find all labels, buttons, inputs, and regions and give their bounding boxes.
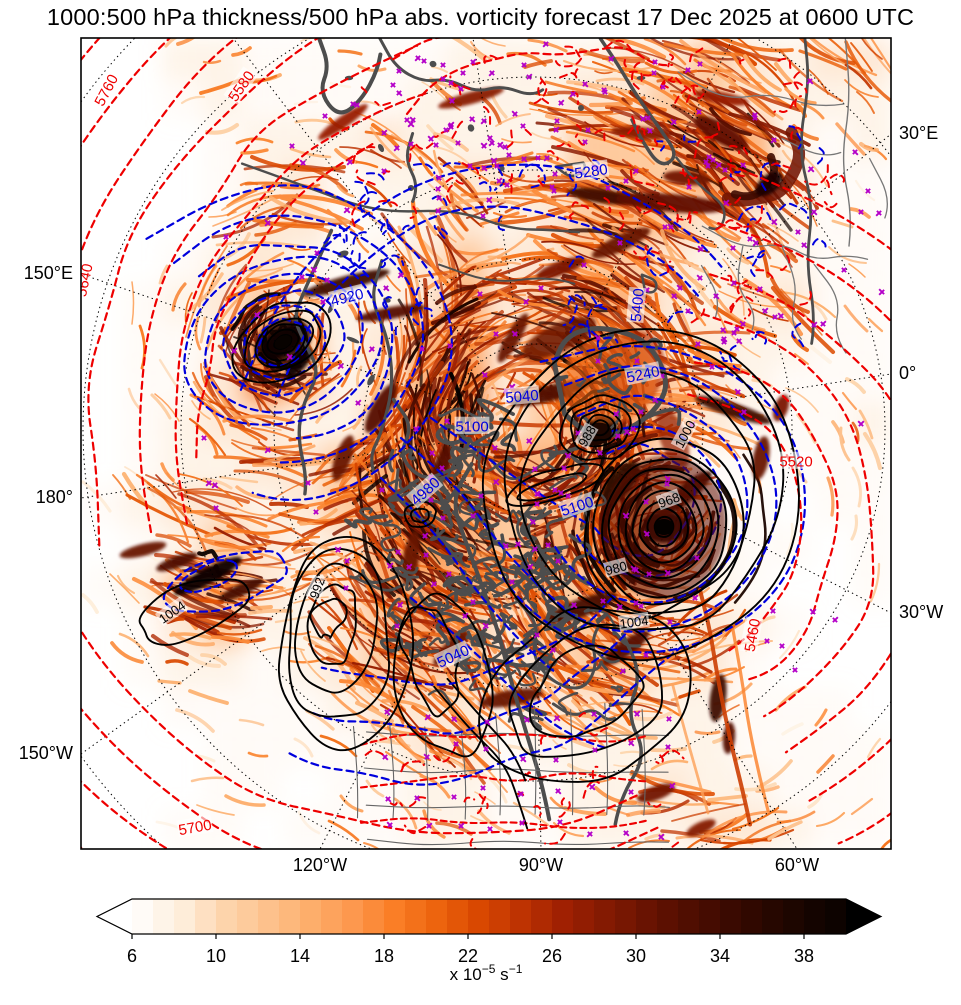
svg-text:34: 34	[710, 946, 730, 966]
svg-text:x 10−5 s−1: x 10−5 s−1	[450, 962, 523, 984]
svg-text:6: 6	[127, 946, 137, 966]
svg-text:14: 14	[290, 946, 310, 966]
svg-text:38: 38	[794, 946, 814, 966]
svg-text:5520: 5520	[779, 453, 812, 470]
svg-text:5700: 5700	[177, 817, 213, 840]
svg-text:5240: 5240	[625, 363, 661, 387]
svg-text:22: 22	[458, 946, 478, 966]
svg-text:968: 968	[656, 489, 682, 511]
svg-text:5760: 5760	[91, 72, 122, 109]
svg-text:1004: 1004	[619, 613, 650, 632]
svg-text:5280: 5280	[573, 161, 608, 182]
svg-text:5640: 5640	[73, 262, 97, 298]
svg-text:18: 18	[374, 946, 394, 966]
svg-text:5400: 5400	[628, 288, 648, 323]
svg-text:5040: 5040	[505, 387, 540, 407]
svg-text:26: 26	[542, 946, 562, 966]
svg-text:10: 10	[206, 946, 226, 966]
svg-text:5100: 5100	[455, 418, 488, 435]
svg-text:30: 30	[626, 946, 646, 966]
svg-text:5460: 5460	[742, 617, 765, 653]
svg-text:992: 992	[306, 575, 328, 601]
svg-text:980: 980	[604, 558, 629, 578]
